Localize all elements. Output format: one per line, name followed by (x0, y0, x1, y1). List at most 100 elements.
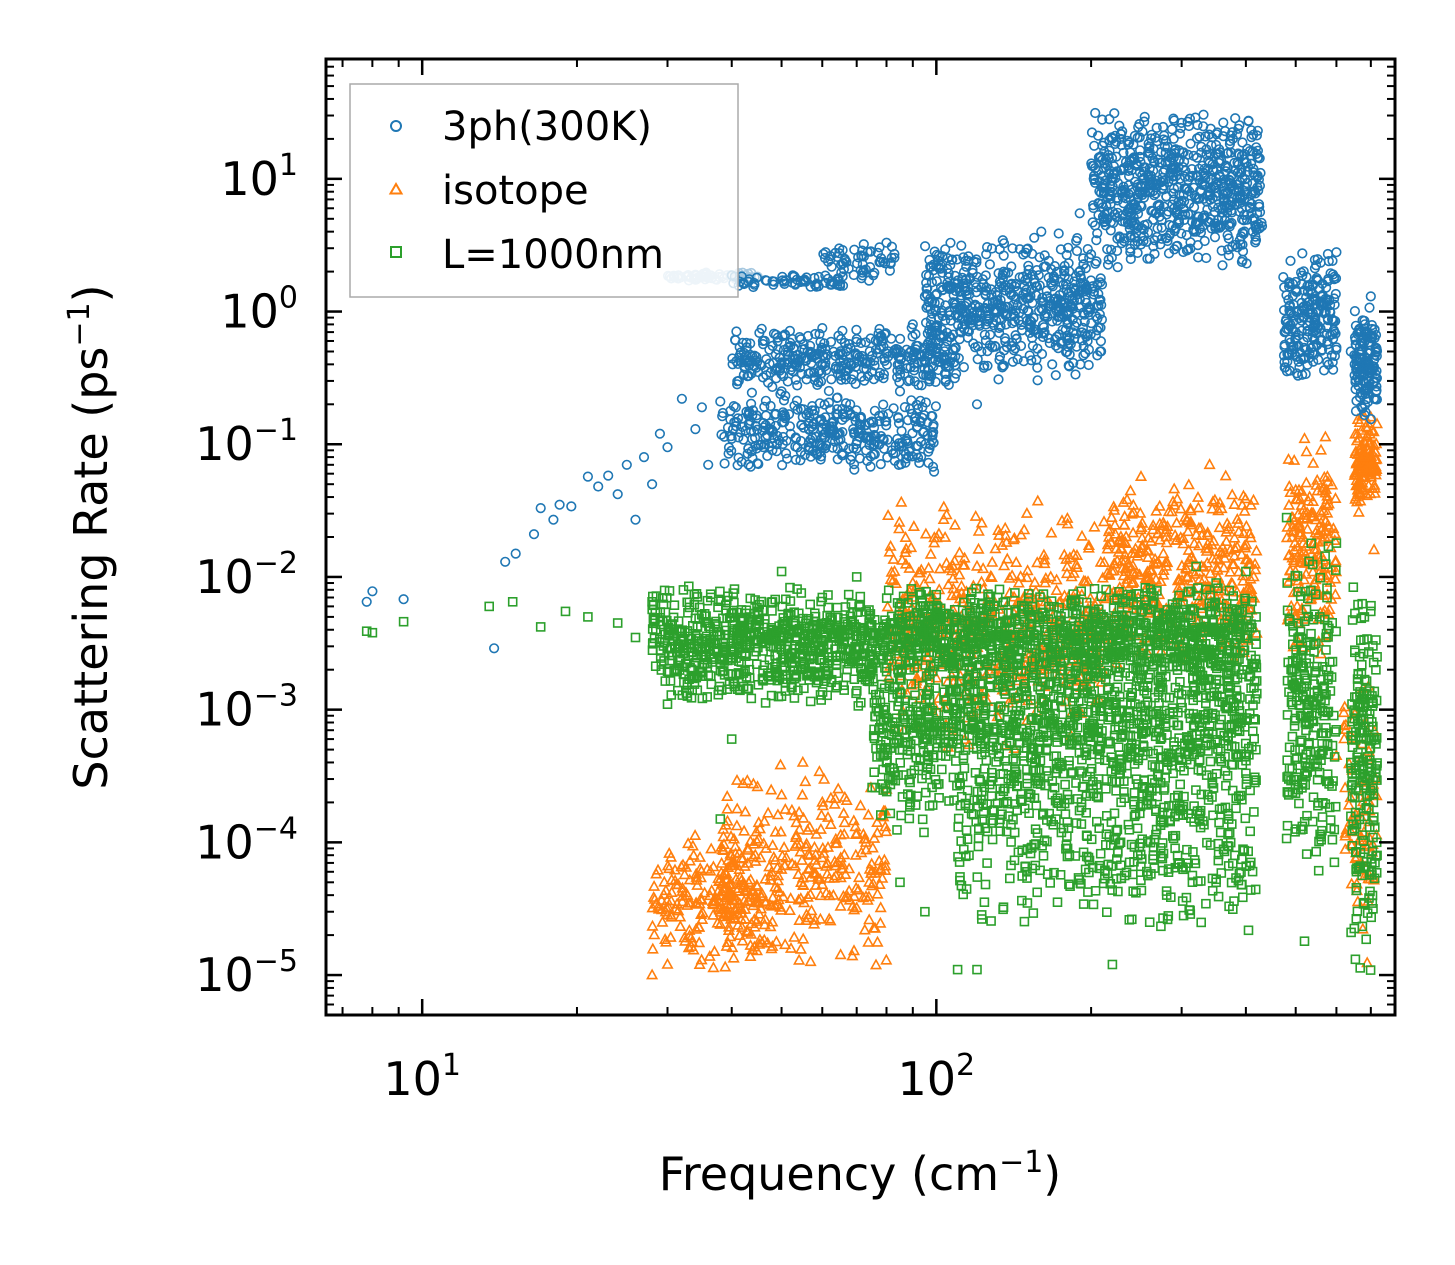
marker-isotope (803, 820, 816, 832)
marker-isotope (1352, 505, 1365, 517)
marker-isotope (686, 839, 699, 851)
marker-isotope (763, 860, 776, 872)
marker-isotope (919, 527, 932, 539)
marker-isotope (721, 814, 734, 826)
marker-isotope (762, 806, 775, 818)
marker-3ph-300k- (612, 489, 623, 500)
marker-isotope (684, 896, 697, 908)
marker-isotope (862, 808, 875, 820)
marker-3ph-300k- (984, 259, 996, 270)
marker-3ph-300k- (1237, 137, 1248, 148)
marker-isotope (953, 546, 966, 558)
marker-isotope (1081, 575, 1095, 587)
marker-isotope (868, 831, 881, 843)
marker-isotope (871, 935, 884, 947)
marker-isotope (800, 837, 813, 849)
marker-3ph-300k- (696, 402, 708, 413)
marker-isotope (816, 878, 829, 890)
marker-isotope (1326, 478, 1339, 490)
marker-3ph-300k- (1218, 117, 1229, 128)
marker-isotope (1031, 494, 1044, 506)
marker-isotope (792, 868, 805, 880)
marker-isotope (937, 513, 950, 525)
marker-3ph-300k- (500, 556, 511, 567)
marker-isotope (950, 587, 963, 599)
marker-isotope (769, 853, 782, 865)
marker-isotope (1031, 556, 1044, 568)
marker-isotope (1210, 552, 1223, 564)
marker-isotope (769, 825, 782, 837)
marker-isotope (714, 905, 727, 917)
marker-isotope (879, 820, 892, 832)
marker-isotope (1168, 482, 1181, 494)
marker-isotope (793, 953, 806, 965)
marker-isotope (838, 848, 851, 860)
marker-isotope (774, 900, 787, 912)
marker-isotope (986, 555, 999, 567)
marker-3ph-300k- (593, 481, 604, 492)
marker-isotope (1228, 498, 1241, 510)
marker-isotope (1107, 500, 1120, 512)
marker-isotope (743, 895, 756, 907)
marker-isotope (933, 562, 946, 574)
marker-isotope (698, 886, 711, 898)
marker-isotope (1218, 551, 1231, 563)
marker-isotope (722, 920, 735, 932)
marker-isotope (696, 913, 709, 925)
marker-isotope (848, 903, 861, 915)
marker-3ph-300k- (919, 241, 931, 252)
marker-isotope (766, 939, 779, 951)
marker-isotope (1182, 478, 1195, 490)
marker-isotope (720, 939, 733, 951)
marker-isotope (769, 880, 782, 892)
marker-isotope (693, 850, 707, 862)
marker-isotope (1103, 522, 1116, 534)
marker-isotope (793, 805, 806, 817)
marker-isotope (1198, 572, 1211, 584)
marker-l-1000nm (805, 599, 816, 610)
marker-isotope (797, 932, 810, 944)
marker-3ph-300k- (1070, 369, 1081, 380)
marker-isotope (799, 914, 812, 926)
marker-isotope (795, 853, 809, 865)
marker-3ph-300k- (1201, 252, 1212, 264)
marker-isotope (1008, 531, 1021, 543)
marker-isotope (1232, 525, 1245, 537)
marker-isotope (880, 825, 893, 837)
marker-3ph-300k- (621, 459, 632, 470)
marker-isotope (1292, 507, 1305, 519)
marker-isotope (996, 538, 1009, 550)
marker-isotope (841, 890, 854, 902)
marker-3ph-300k- (554, 499, 565, 510)
marker-isotope (1192, 501, 1205, 513)
marker-isotope (730, 819, 743, 831)
marker-isotope (703, 889, 717, 901)
marker-isotope (725, 890, 738, 902)
marker-isotope (1126, 559, 1139, 571)
marker-isotope (789, 831, 802, 843)
marker-isotope (928, 531, 941, 543)
marker-isotope (721, 903, 734, 915)
marker-isotope (785, 803, 798, 815)
marker-isotope (655, 893, 668, 905)
marker-isotope (1010, 556, 1023, 568)
marker-isotope (1134, 506, 1147, 518)
marker-isotope (768, 899, 781, 911)
marker-isotope (1148, 557, 1161, 569)
marker-isotope (1247, 493, 1260, 505)
marker-isotope (871, 816, 884, 828)
marker-3ph-300k- (1112, 262, 1123, 273)
marker-isotope (924, 547, 937, 559)
marker-isotope (1216, 540, 1229, 552)
marker-isotope (724, 887, 737, 899)
marker-3ph-300k- (1209, 232, 1221, 243)
marker-isotope (1300, 445, 1313, 457)
marker-isotope (1250, 544, 1263, 556)
marker-isotope (828, 797, 841, 809)
marker-isotope (1228, 542, 1241, 554)
marker-isotope (778, 841, 791, 853)
marker-isotope (1180, 562, 1193, 574)
marker-isotope (794, 845, 807, 857)
marker-isotope (1058, 548, 1071, 560)
marker-isotope (857, 827, 870, 839)
